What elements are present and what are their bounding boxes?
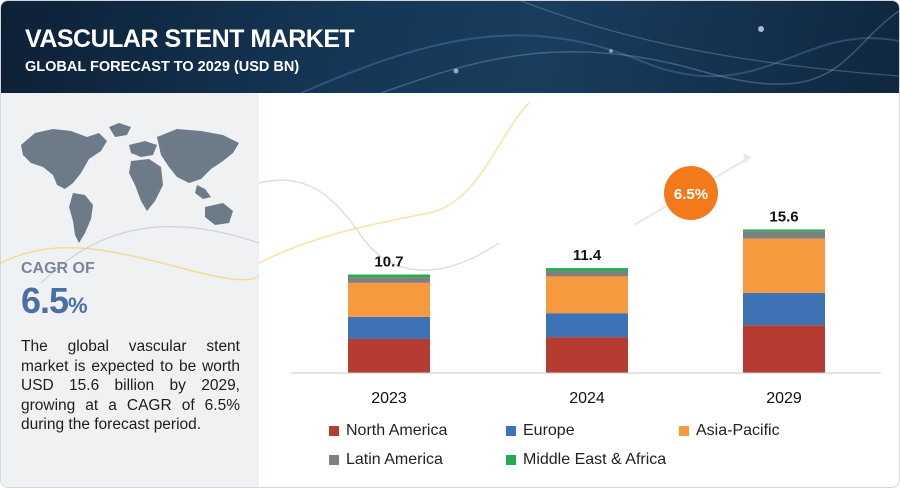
- page-title: VASCULAR STENT MARKET: [25, 25, 355, 53]
- bar-segment-middle-east-africa-2024: [546, 268, 628, 271]
- legend-item: Middle East & Africa: [506, 450, 666, 470]
- cagr-badge: [664, 166, 718, 220]
- cagr-unit: %: [68, 293, 88, 318]
- growth-arrowhead: [743, 153, 751, 164]
- cagr-number: 6.5: [21, 280, 69, 321]
- page-subtitle: GLOBAL FORECAST TO 2029 (USD BN): [25, 59, 300, 75]
- bar-segment-europe-2024: [546, 313, 628, 338]
- header-banner: VASCULAR STENT MARKET GLOBAL FORECAST TO…: [1, 1, 899, 93]
- market-description: The global vascular stent market is expe…: [21, 338, 240, 433]
- bar-segment-middle-east-africa-2029: [743, 229, 825, 232]
- legend-swatch: [329, 426, 339, 436]
- legend-label: Europe: [523, 422, 575, 439]
- bar-segment-middle-east-africa-2023: [348, 274, 430, 278]
- cagr-label: CAGR OF: [21, 260, 95, 277]
- bar-segment-europe-2023: [348, 316, 430, 339]
- bar-segment-latin-america-2029: [743, 231, 825, 239]
- bar-segment-latin-america-2024: [546, 270, 628, 277]
- bar-total-label: 10.7: [374, 254, 403, 271]
- cagr-badge-label: 6.5%: [674, 186, 708, 203]
- bar-segment-asia-pacific-2023: [348, 282, 430, 317]
- legend-swatch: [506, 455, 516, 465]
- legend-label: North America: [346, 422, 448, 439]
- bar-total-label: 15.6: [769, 208, 798, 225]
- legend-item: Europe: [506, 421, 575, 441]
- decorative-swoosh: [259, 179, 500, 271]
- bar-segment-europe-2029: [743, 292, 825, 326]
- bar-total-label: 11.4: [573, 247, 602, 264]
- legend-item: Asia-Pacific: [679, 421, 780, 441]
- chart-area: 10.7 2023 11.4 2024 15.6 2029 6.5% North Ameri…: [259, 93, 899, 487]
- legend-item: Latin America: [329, 450, 443, 470]
- x-tick-label: 2023: [371, 390, 407, 407]
- bar-segment-asia-pacific-2024: [546, 276, 628, 314]
- legend-label: Asia-Pacific: [696, 422, 780, 439]
- cagr-value: 6.5%: [21, 280, 88, 322]
- header-light-trails: [300, 1, 899, 93]
- bar-segment-north-america-2023: [348, 338, 430, 373]
- legend-label: Middle East & Africa: [523, 451, 667, 468]
- legend-swatch: [506, 426, 516, 436]
- bar-segment-asia-pacific-2029: [743, 238, 825, 293]
- world-map-icon: [21, 123, 239, 243]
- decorative-curves: [1, 226, 259, 284]
- legend-swatch: [679, 426, 689, 436]
- legend-item: North America: [329, 421, 447, 441]
- legend-swatch: [329, 455, 339, 465]
- summary-panel: CAGR OF 6.5% The global vascular stent m…: [1, 93, 259, 487]
- bar-segment-latin-america-2023: [348, 277, 430, 283]
- bar-segment-north-america-2024: [546, 337, 628, 373]
- x-tick-label: 2029: [766, 390, 802, 407]
- decorative-swoosh: [259, 102, 530, 264]
- x-tick-label: 2024: [569, 390, 605, 407]
- legend-label: Latin America: [346, 451, 443, 468]
- stacked-bar-chart: 10.7 2023 11.4 2024 15.6 2029 6.5%: [259, 102, 881, 407]
- bar-segment-north-america-2029: [743, 325, 825, 373]
